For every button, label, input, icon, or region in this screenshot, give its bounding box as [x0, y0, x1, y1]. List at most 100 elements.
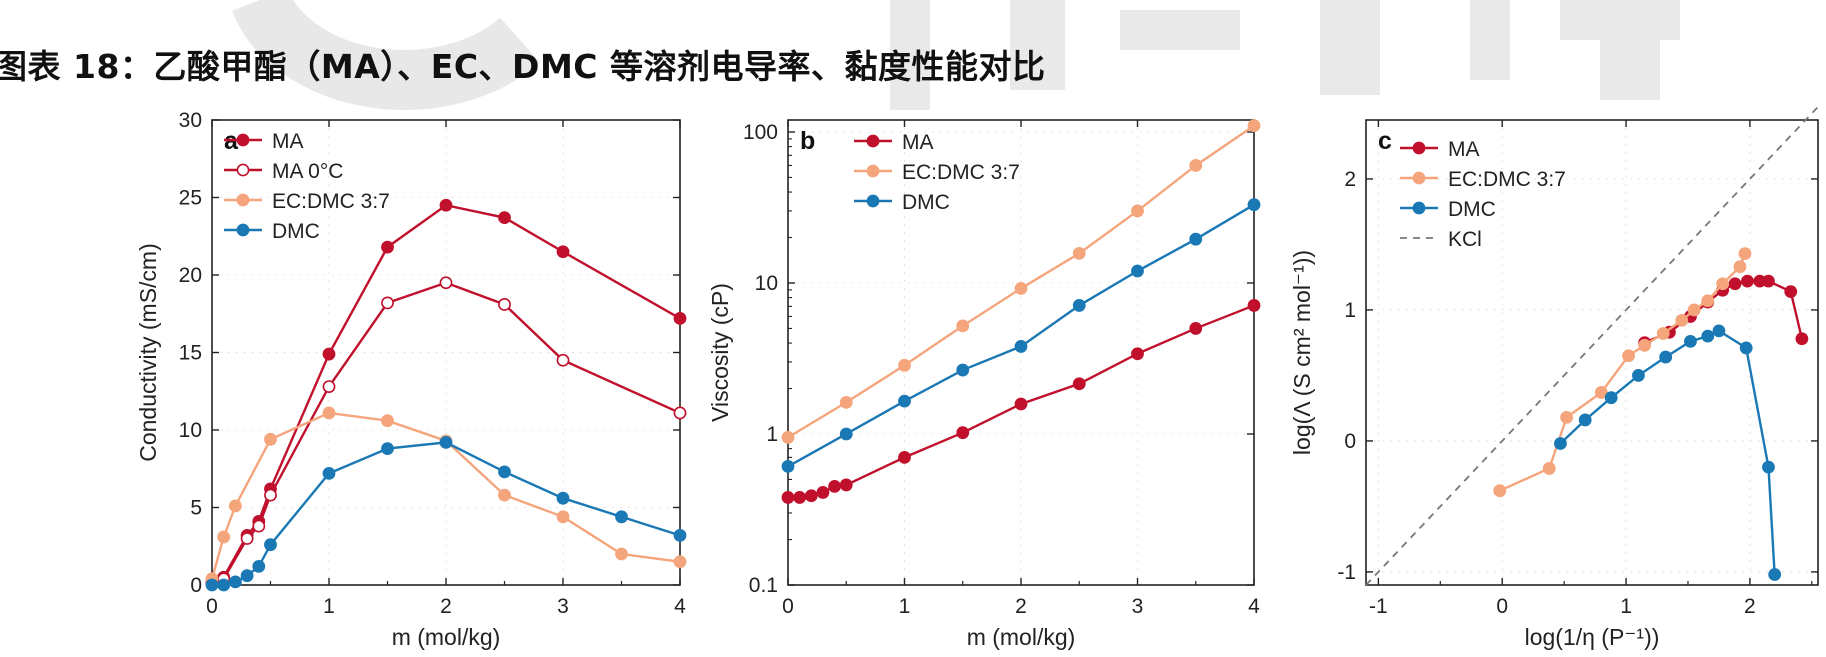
- legend-swatch-marker: [866, 134, 880, 148]
- y-tick-label: 10: [755, 272, 778, 295]
- data-point: [381, 442, 394, 455]
- x-tick-label: 1: [323, 595, 335, 618]
- data-point: [1659, 350, 1673, 364]
- data-point: [1554, 437, 1567, 450]
- data-point: [264, 432, 277, 446]
- data-point: [1768, 568, 1782, 581]
- data-point: [264, 488, 277, 502]
- legend-label: MA 0°C: [272, 160, 343, 183]
- y-tick-label: 0: [1344, 430, 1356, 453]
- data-point: [1578, 413, 1592, 427]
- data-point: [793, 491, 807, 504]
- data-point: [439, 435, 453, 449]
- y-tick-label: 30: [179, 109, 202, 132]
- legend-swatch-marker: [866, 164, 880, 178]
- data-point: [205, 578, 219, 592]
- data-point: [1716, 277, 1730, 291]
- data-point: [1687, 303, 1701, 317]
- x-tick-label: 2: [1015, 595, 1027, 618]
- x-tick-label: 0: [782, 595, 794, 618]
- data-point: [217, 530, 231, 544]
- y-tick-label: 2: [1344, 168, 1356, 191]
- data-point: [252, 519, 266, 533]
- series-dmc: [1554, 324, 1782, 581]
- plot-frame: [1365, 119, 1819, 586]
- legend-swatch-marker: [236, 193, 250, 207]
- data-point: [1560, 410, 1574, 424]
- y-tick-label: 1: [1344, 299, 1356, 322]
- y-axis-label: log(Λ (S cm² mol⁻¹)): [1289, 250, 1315, 455]
- data-point: [1072, 299, 1086, 312]
- y-tick-label: 20: [179, 264, 202, 287]
- data-point: [1131, 347, 1144, 361]
- data-point: [556, 510, 570, 524]
- legend-label: DMC: [1448, 198, 1496, 221]
- data-point: [1594, 386, 1608, 399]
- y-tick-label: 15: [179, 342, 202, 365]
- legend-item: MA 0°C: [224, 160, 343, 183]
- legend-label: EC:DMC 3:7: [272, 190, 390, 213]
- data-point: [240, 569, 254, 583]
- data-point: [381, 240, 394, 254]
- legend-item: EC:DMC 3:7: [854, 161, 1020, 184]
- y-tick-label: 10: [179, 419, 202, 442]
- x-axis-label: m (mol/kg): [967, 624, 1076, 650]
- data-point: [615, 510, 628, 524]
- data-point: [1712, 324, 1726, 338]
- data-point: [1622, 349, 1635, 363]
- data-point: [381, 414, 394, 428]
- x-tick-label: 0: [206, 595, 218, 618]
- x-tick-label: 3: [1132, 595, 1144, 618]
- data-point: [228, 499, 242, 513]
- y-tick-label: 100: [743, 121, 778, 144]
- chart-panel-a: 0 1 2 3 4 0 5 10 15 20 25 30 m (mol/kg) Conductivity …: [135, 109, 687, 650]
- legend-item: KCl: [1400, 228, 1482, 251]
- data-point: [1684, 334, 1697, 348]
- series-line: [787, 203, 1255, 468]
- data-point: [1189, 232, 1203, 246]
- y-tick-label: 1: [766, 423, 778, 446]
- data-point: [1762, 460, 1775, 474]
- legend-swatch-marker: [236, 223, 250, 237]
- panel-label: b: [800, 127, 815, 155]
- data-point: [498, 298, 511, 311]
- x-tick-label: 4: [674, 595, 686, 618]
- data-point: [1247, 119, 1261, 133]
- data-point: [439, 198, 453, 212]
- data-point: [1784, 285, 1798, 298]
- x-tick-label: 0: [1496, 595, 1508, 618]
- data-point: [1131, 264, 1144, 278]
- data-point: [1131, 204, 1144, 218]
- legend-item: EC:DMC 3:7: [1400, 168, 1566, 191]
- data-point: [816, 486, 830, 499]
- series-ec-dmc-3-7: [1493, 247, 1752, 498]
- figure-title: 图表 18：乙酸甲酯（MA）、EC、DMC 等溶剂电导率、黏度性能对比: [0, 47, 1046, 86]
- data-point: [556, 491, 570, 505]
- data-point: [1656, 327, 1670, 340]
- chart-panel-c: -1 0 1 2 -1 0 1 2 log(1/η (P⁻¹)) log(Λ (S cm² mol…: [1289, 106, 1819, 650]
- data-point: [498, 465, 511, 479]
- chart-panel-b: 0 1 2 3 4 0.1 1 10 100 m (mol/kg) Viscosity (cP) b M…: [707, 119, 1261, 650]
- legend-item: DMC: [854, 191, 950, 214]
- data-point: [1741, 274, 1754, 288]
- data-point: [898, 450, 911, 464]
- y-tick-label: 5: [190, 497, 202, 520]
- legend-label: EC:DMC 3:7: [902, 161, 1020, 184]
- y-tick-label: 0.1: [749, 574, 778, 597]
- series-dmc: [781, 198, 1261, 473]
- y-axis-label: Conductivity (mS/cm): [135, 243, 161, 462]
- data-point: [956, 426, 970, 440]
- legend-swatch-marker: [1412, 201, 1426, 215]
- data-point: [1675, 314, 1689, 327]
- data-point: [673, 406, 687, 420]
- data-point: [1189, 322, 1203, 335]
- x-tick-label: 3: [557, 595, 569, 618]
- data-point: [956, 319, 970, 333]
- data-point: [498, 211, 511, 225]
- x-tick-label: 4: [1248, 595, 1260, 618]
- y-tick-label: 25: [179, 187, 202, 210]
- data-point: [898, 358, 911, 372]
- data-point: [1638, 338, 1652, 352]
- data-point: [1604, 391, 1618, 405]
- legend-item: DMC: [1400, 198, 1496, 221]
